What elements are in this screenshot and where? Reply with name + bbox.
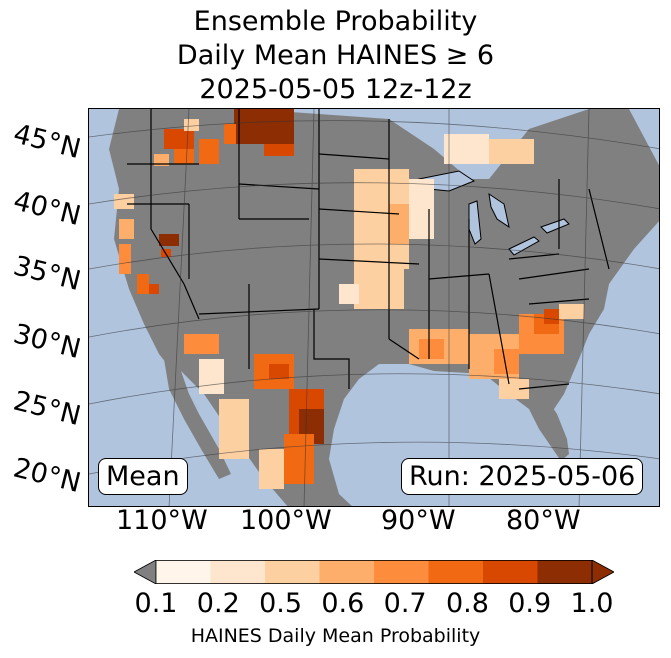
colorbar-segment <box>483 560 538 584</box>
lon-label-100: 100°W <box>240 505 332 536</box>
colorbar-segment <box>265 560 320 584</box>
colorbar-tick-label: 0.1 <box>134 588 178 619</box>
map-canvas <box>89 109 659 506</box>
lat-label-45: 45°N <box>10 118 84 166</box>
lat-label-40: 40°N <box>10 185 84 233</box>
colorbar-tick-label: 0.6 <box>321 588 365 619</box>
lon-label-80: 80°W <box>506 505 581 536</box>
lat-label-20: 20°N <box>10 452 84 500</box>
colorbar-tick-label: 0.2 <box>196 588 240 619</box>
lat-label-25: 25°N <box>10 385 84 433</box>
colorbar-label: HAINES Daily Mean Probability <box>190 625 481 647</box>
colorbar-under-triangle <box>134 560 157 584</box>
colorbar <box>134 560 614 584</box>
title-line-2: Daily Mean HAINES ≥ 6 <box>176 40 495 71</box>
mean-label-box: Mean <box>98 458 188 495</box>
colorbar-segment <box>319 560 374 584</box>
colorbar-tick-label: 0.5 <box>259 588 303 619</box>
colorbar-tick-label: 0.9 <box>508 588 552 619</box>
colorbar-segment <box>374 560 429 584</box>
colorbar-tick-label: 0.7 <box>383 588 427 619</box>
lon-label-90: 90°W <box>381 505 456 536</box>
lat-label-35: 35°N <box>10 250 84 298</box>
colorbar-segment <box>210 560 265 584</box>
lat-label-30: 30°N <box>10 318 84 366</box>
state-borders <box>127 109 610 390</box>
title-line-1: Ensemble Probability <box>193 6 478 37</box>
lon-label-110: 110°W <box>116 505 208 536</box>
colorbar-over-triangle <box>591 560 614 584</box>
graticule <box>89 109 659 506</box>
run-label-box: Run: 2025-05-06 <box>401 458 644 495</box>
colorbar-tick-label: 0.8 <box>445 588 489 619</box>
colorbar-border <box>155 560 593 584</box>
colorbar-segment <box>428 560 483 584</box>
title-line-3: 2025-05-05 12z-12z <box>199 74 472 105</box>
florida-peninsula <box>519 389 569 454</box>
colorbar-segment <box>537 560 592 584</box>
colorbar-segment <box>156 560 211 584</box>
colorbar-tick-label: 1.0 <box>570 588 614 619</box>
map-panel <box>88 108 660 507</box>
